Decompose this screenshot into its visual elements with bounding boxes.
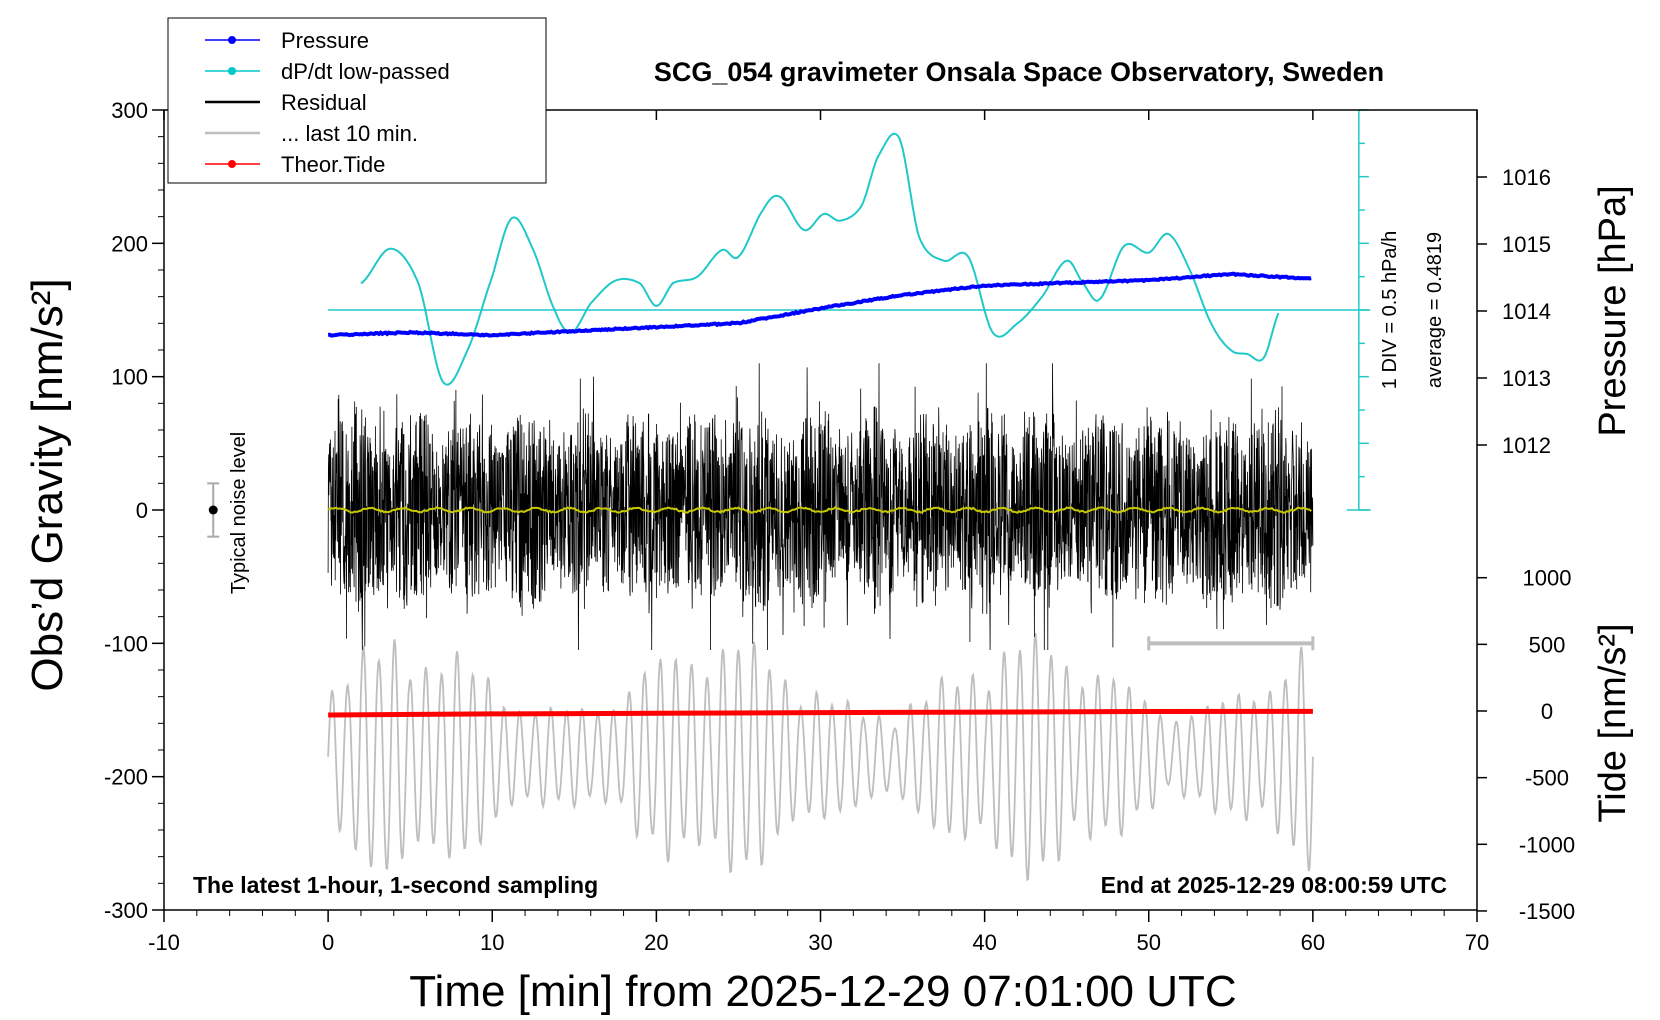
tide-trace [328,708,1313,718]
tide-tick-label: 1000 [1523,566,1572,591]
legend-label: dP/dt low-passed [281,59,450,84]
tide-tick-label: 500 [1529,632,1566,657]
x-tick-label: 10 [480,930,504,955]
legend-label: ... last 10 min. [281,121,418,146]
y-axis-tide-label: Tide [nm/s²] [1592,623,1634,822]
legend-marker [228,160,236,168]
y-tick-label: 100 [111,365,148,390]
y-tick-label: -200 [104,765,148,790]
x-tick-label: 50 [1137,930,1161,955]
legend: Pressure dP/dt low-passed Residual ... last… [167,17,547,184]
plot-area [207,109,1371,882]
annotation-end-time: End at 2025-12-29 08:00:59 UTC [1101,872,1447,898]
tide-tick-label: -1000 [1519,832,1575,857]
y-tick-label: -300 [104,898,148,923]
axis-ticks: -10 0 10 20 30 40 50 60 70-300-200-1000100200300… [104,98,1575,955]
tide-tick-label: -500 [1525,766,1569,791]
x-tick-label: 70 [1465,930,1489,955]
tide-tick-label: -1500 [1519,899,1575,924]
dpdt-trace [360,132,1280,386]
noise-level-dot [208,505,218,515]
residual-trace [327,363,1314,651]
x-tick-label: 0 [322,930,334,955]
legend-marker [228,36,236,44]
pressure-tick-label: 1014 [1502,299,1551,324]
last-10-min-trace [327,633,1314,882]
x-tick-label: 60 [1301,930,1325,955]
pressure-tick-label: 1012 [1502,433,1551,458]
residual-smoothed-trace [327,505,1312,514]
pressure-tick-label: 1013 [1502,366,1551,391]
pressure-trace [328,271,1312,338]
legend-box [167,17,547,184]
y-tick-label: 0 [136,498,148,523]
y-tick-label: 200 [111,231,148,256]
y-tick-label: -100 [104,631,148,656]
x-tick-label: 20 [644,930,668,955]
noise-level-label: Typical noise level [228,432,250,594]
legend-label: Theor.Tide [281,152,385,177]
annotation-latest-hour: The latest 1-hour, 1-second sampling [193,872,598,898]
y-axis-left-label: Obs’d Gravity [nm/s²] [23,278,72,691]
legend-marker [228,67,236,75]
y-axis-pressure-label: Pressure [hPa] [1592,185,1634,436]
chart-title: SCG_054 gravimeter Onsala Space Observat… [654,57,1384,87]
x-tick-label: 40 [972,930,996,955]
div-label: 1 DIV = 0.5 hPa/h [1379,231,1401,389]
y-tick-label: 300 [111,98,148,123]
x-tick-label: -10 [148,930,180,955]
pressure-tick-label: 1016 [1502,165,1551,190]
pressure-tick-label: 1015 [1502,232,1551,257]
legend-label: Pressure [281,28,369,53]
average-label: average = 0.4819 [1424,232,1446,388]
tide-tick-label: 0 [1541,699,1553,724]
x-axis-label: Time [min] from 2025-12-29 07:01:00 UTC [409,967,1236,1016]
legend-label: Residual [281,90,367,115]
x-tick-label: 30 [808,930,832,955]
